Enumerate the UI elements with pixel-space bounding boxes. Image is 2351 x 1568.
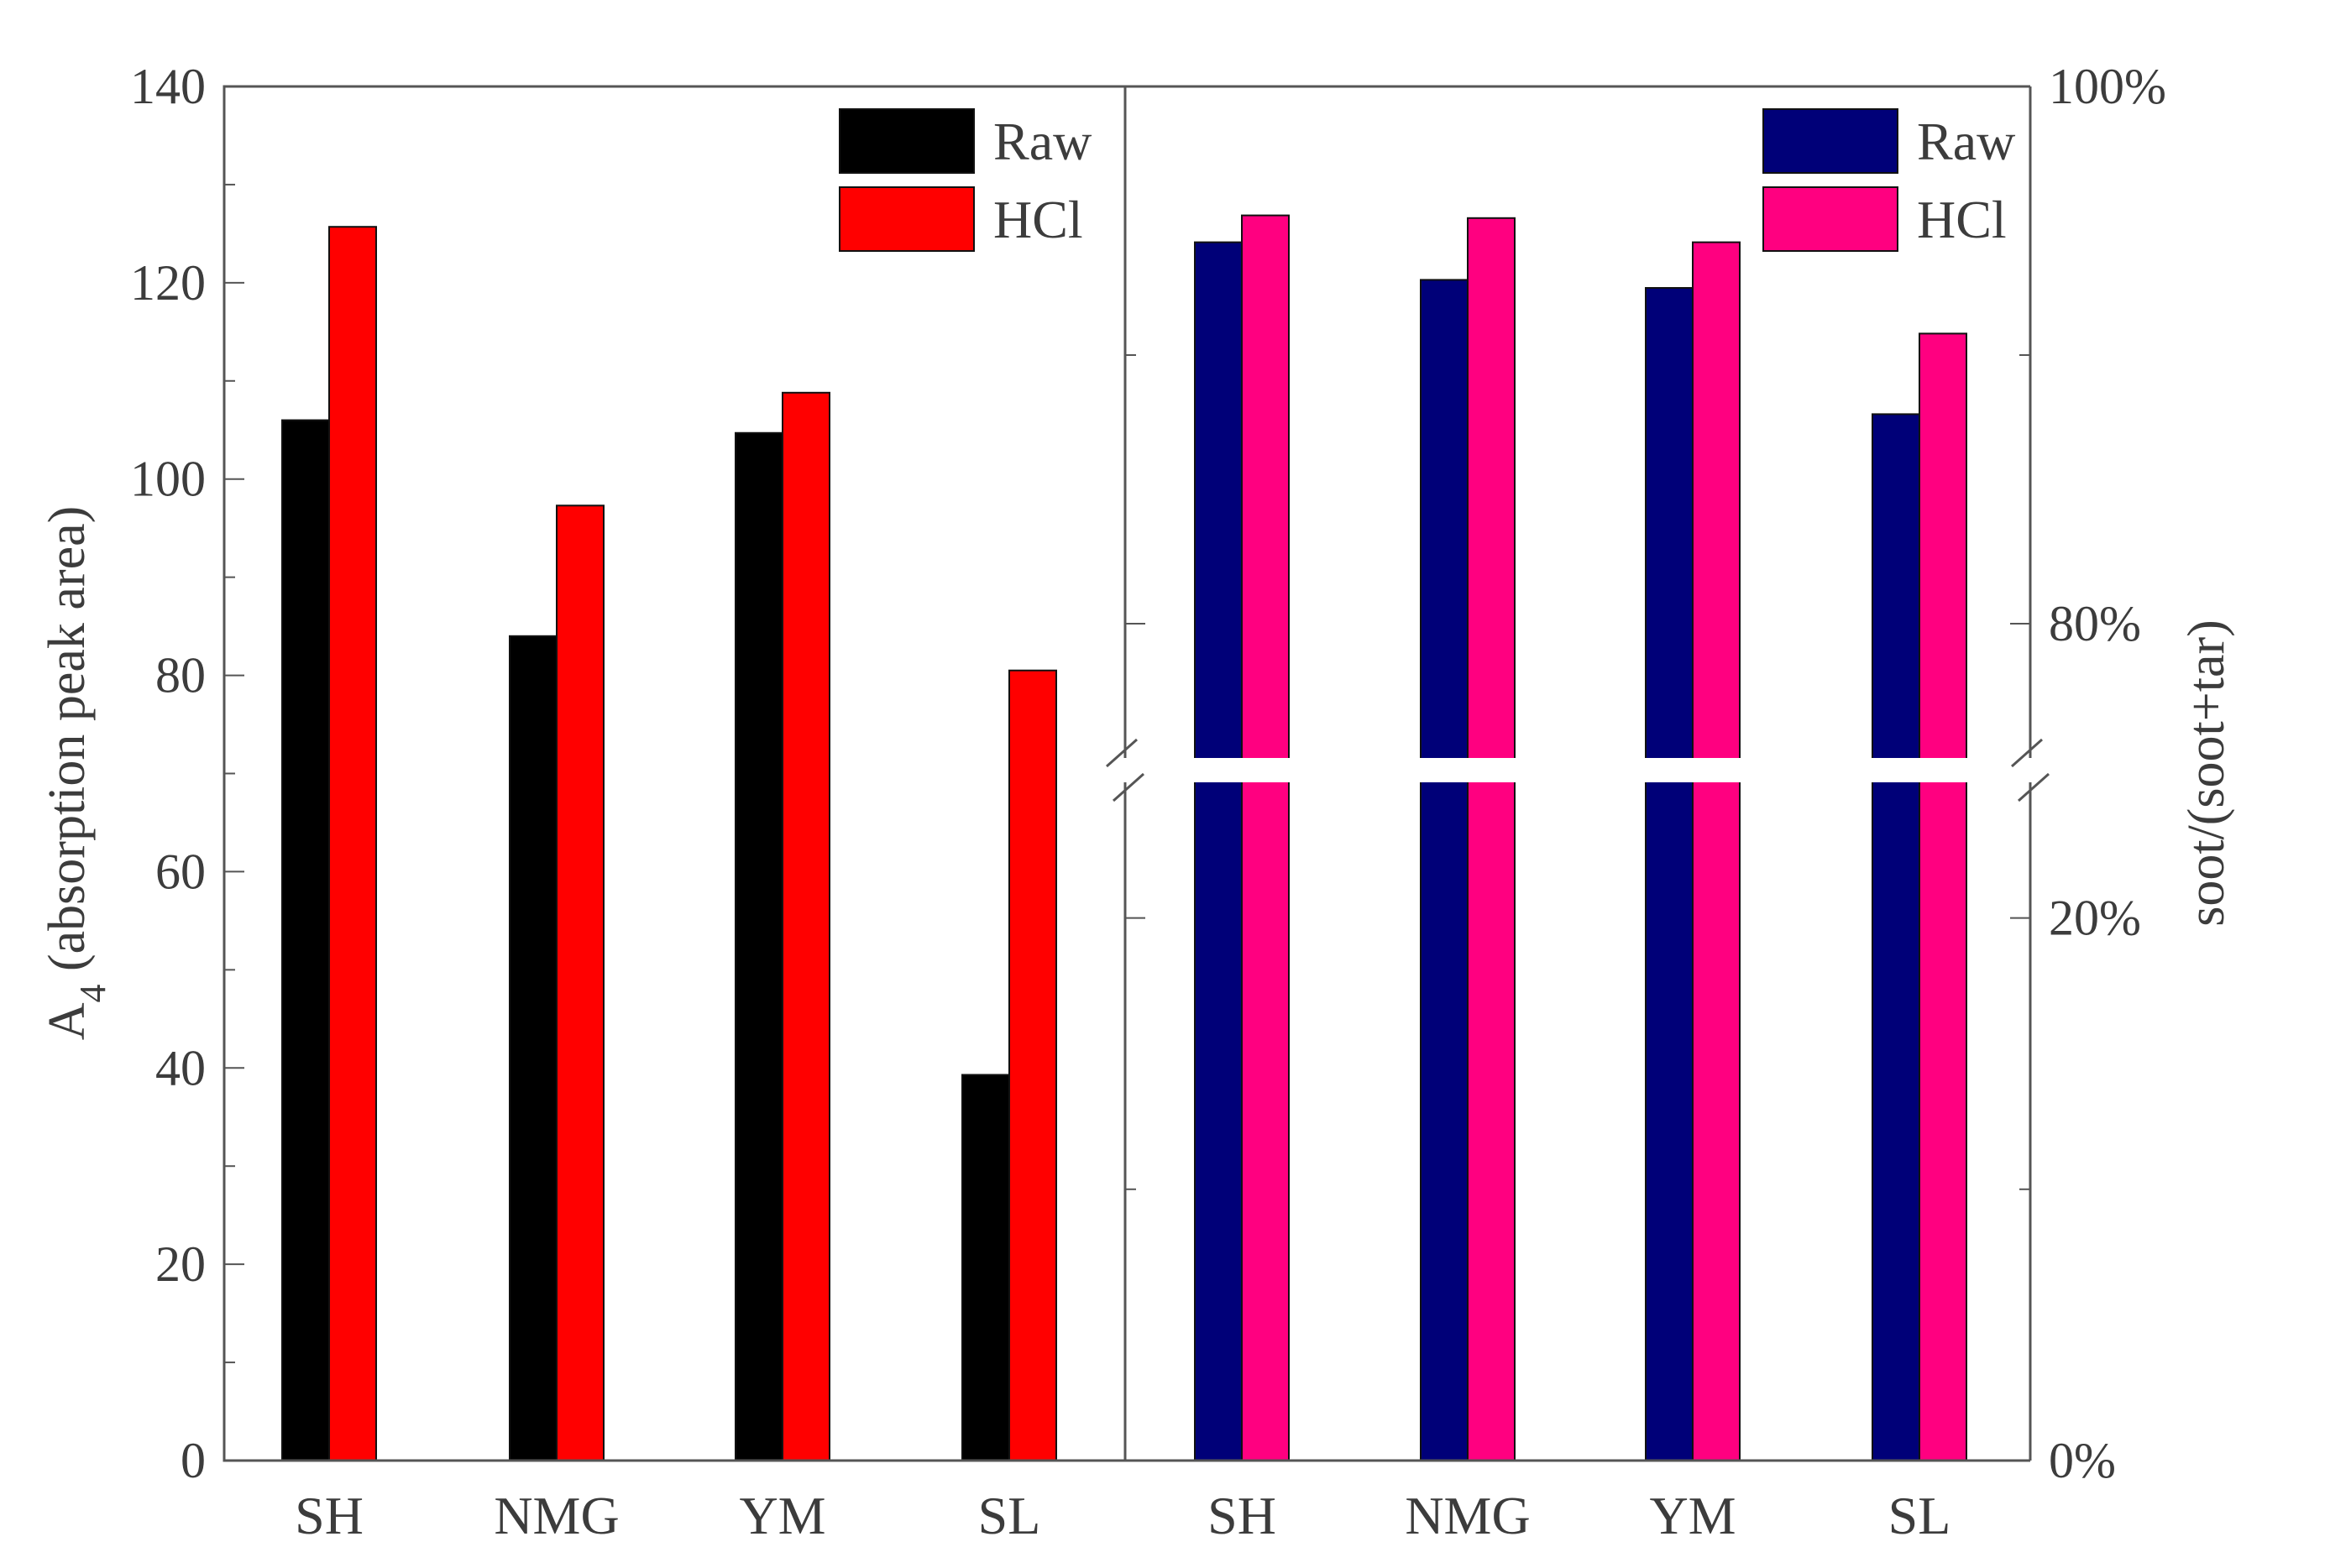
y-tick-label-60: 60 (155, 844, 206, 899)
x-tick-label-nmg: NMG (494, 1486, 619, 1545)
y2-tick-label-3: 100% (2049, 59, 2166, 114)
bar-raw-sl-ratio (1872, 413, 1920, 1461)
bar-raw-sh-ratio (1194, 241, 1243, 1462)
y2-tick-label-1: 20% (2049, 891, 2141, 946)
bar-hcl-sl-ratio (1919, 332, 1967, 1461)
y-tick-label-140: 140 (130, 59, 206, 114)
left-chart-panel: SH NMG YM SL 0 20 40 60 80 100 120 140 A4 (absorptio… (39, 59, 1127, 1545)
bar-raw-ym (735, 431, 783, 1462)
bar-raw-nmg-ratio (1420, 279, 1469, 1461)
y-tick-label-80: 80 (155, 648, 206, 703)
legend-swatch-raw-ratio (1762, 108, 1898, 174)
bar-raw-sl (961, 1074, 1010, 1461)
x-tick-label-sl-ratio: SL (1888, 1486, 1951, 1545)
y-tick-label-100: 100 (130, 452, 206, 507)
bar-hcl-sh (328, 226, 377, 1461)
legend-swatch-hcl-ratio (1762, 186, 1898, 252)
axis-break-mark-right-upper (2011, 738, 2043, 768)
y-tick-label-20: 20 (155, 1236, 206, 1292)
x-tick-label-sh-ratio: SH (1207, 1486, 1276, 1545)
bar-hcl-sh-ratio (1241, 214, 1290, 1462)
axis-break-mark-left-upper (1106, 738, 1138, 768)
y-axis-title: A4 (absorption peak area) (39, 506, 113, 1041)
x-tick-label-ym-ratio: YM (1649, 1486, 1736, 1545)
legend-swatch-raw (839, 108, 975, 174)
x-tick-label-nmg-ratio: NMG (1405, 1486, 1530, 1545)
bar-raw-ym-ratio (1645, 287, 1694, 1461)
legend-swatch-hcl (839, 186, 975, 252)
legend-label-raw: Raw (993, 112, 1092, 171)
right-chart-panel: SH NMG YM SL 0% 20% 80% 100% soot/(soot+tar) Raw H… (1092, 59, 2235, 1545)
x-tick-label-sh: SH (295, 1486, 364, 1545)
legend-label-hcl-ratio: HCl (1917, 190, 2007, 249)
bar-hcl-ym (782, 391, 830, 1461)
y2-axis-title: soot/(soot+tar) (2178, 619, 2235, 927)
bar-raw-nmg (509, 635, 558, 1461)
y-tick-label-40: 40 (155, 1040, 206, 1095)
bar-hcl-nmg (556, 504, 605, 1461)
legend-label-hcl: HCl (993, 190, 1083, 249)
axis-break-gap (1092, 758, 2064, 782)
bar-raw-sh (281, 419, 330, 1461)
axis-break-mark-right-lower (2018, 772, 2050, 802)
y-tick-label-120: 120 (130, 255, 206, 311)
x-tick-label-ym: YM (739, 1486, 825, 1545)
x-tick-label-sl: SL (978, 1486, 1041, 1545)
legend-label-raw-ratio: Raw (1917, 112, 2015, 171)
y2-tick-label-2: 80% (2049, 596, 2141, 651)
y-axis-title-subscript: 4 (72, 985, 113, 1003)
bar-hcl-sl (1008, 669, 1057, 1461)
axis-break-mark-left-lower (1113, 772, 1144, 802)
bar-hcl-nmg-ratio (1467, 217, 1516, 1461)
y-axis-title-main: A (39, 1002, 96, 1040)
y2-tick-label-0: 0% (2049, 1433, 2116, 1488)
bar-hcl-ym-ratio (1692, 241, 1741, 1462)
y-tick-label-0: 0 (181, 1433, 206, 1488)
y-axis-title-rest: (absorption peak area) (39, 506, 96, 985)
